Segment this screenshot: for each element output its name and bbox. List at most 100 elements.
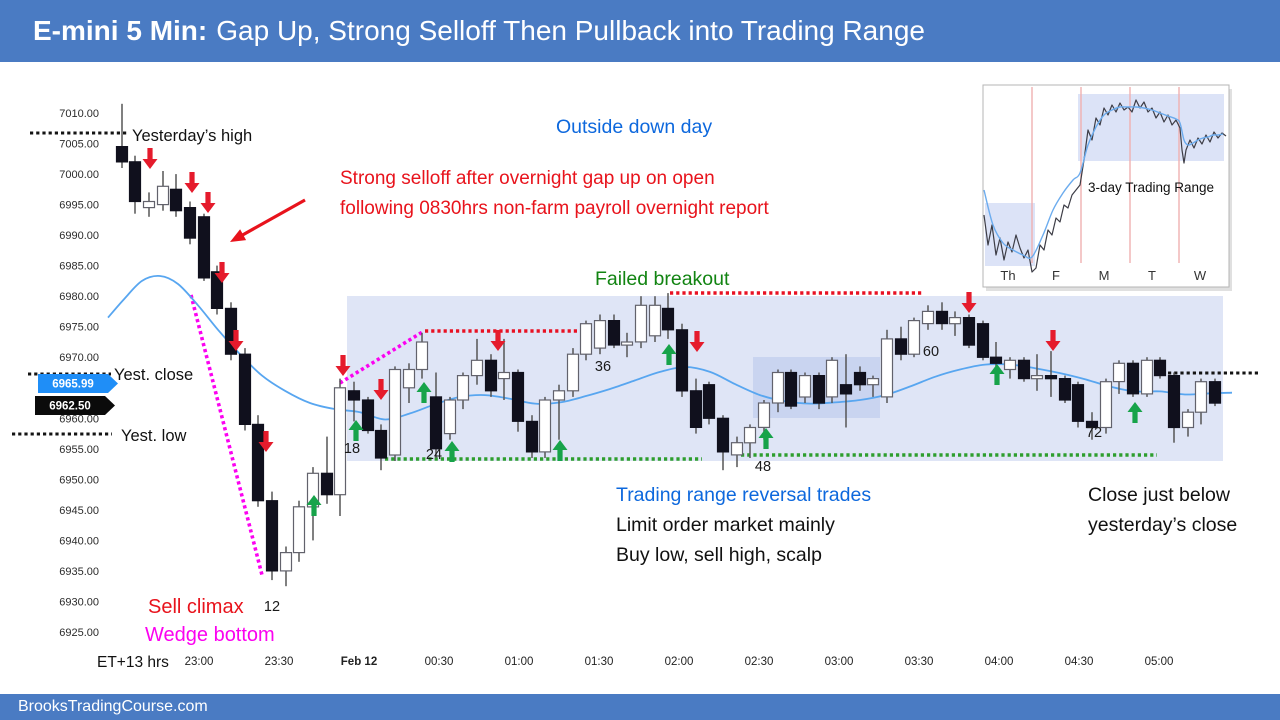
bear-candle xyxy=(1208,381,1222,404)
bull-candle xyxy=(142,200,156,209)
annotation-yest-low: Yest. low xyxy=(121,427,187,445)
red-down-arrow-icon xyxy=(214,262,230,283)
bear-candle xyxy=(1017,359,1031,380)
bar-number-label: 24 xyxy=(426,447,442,463)
price-axis-label: 6970.00 xyxy=(59,352,99,364)
bar-number-label: 18 xyxy=(344,441,360,457)
annotation-selloff-note-1: Strong selloff after overnight gap up on… xyxy=(340,168,715,189)
bear-candle xyxy=(169,188,183,212)
bear-candle xyxy=(675,329,689,392)
bear-candle xyxy=(128,161,142,203)
inset-label: 3-day Trading Range xyxy=(1088,180,1214,195)
yesterday-close-badge-text: 6965.99 xyxy=(52,379,94,391)
red-down-arrow-icon xyxy=(228,330,244,351)
inset-range-shade xyxy=(1078,94,1224,161)
bear-candle xyxy=(183,207,197,239)
time-axis-label: 04:00 xyxy=(985,656,1014,668)
bear-candle xyxy=(429,396,443,450)
annotation-outside-down-day: Outside down day xyxy=(556,116,712,138)
bear-candle xyxy=(320,472,334,496)
green-up-arrow-icon xyxy=(552,440,568,461)
bull-candle xyxy=(1112,362,1126,383)
bear-candle xyxy=(702,384,716,419)
green-up-arrow-icon xyxy=(306,495,322,516)
bar-number-label: 36 xyxy=(595,359,611,375)
red-down-arrow-icon xyxy=(142,148,158,169)
time-axis-label: 02:30 xyxy=(745,656,774,668)
bull-candle xyxy=(634,304,648,343)
annotation-arrowhead xyxy=(230,229,247,242)
inset-day-label: W xyxy=(1194,268,1207,283)
wedge-trendline xyxy=(189,294,264,576)
red-down-arrow-icon xyxy=(200,192,216,213)
breakout-trendline xyxy=(339,329,425,385)
bear-candle xyxy=(716,417,730,453)
last-price-badge-shape xyxy=(35,396,115,415)
bull-candle xyxy=(497,371,511,380)
bull-candle xyxy=(333,387,347,496)
price-axis-label: 6985.00 xyxy=(59,261,99,273)
bull-candle xyxy=(1030,375,1044,380)
bear-candle xyxy=(251,423,265,502)
bear-candle xyxy=(839,384,853,395)
bull-candle xyxy=(566,353,580,392)
green-up-arrow-icon xyxy=(661,344,677,365)
annotation-sell-climax: Sell climax xyxy=(148,596,244,618)
inset-ma-line xyxy=(983,106,1224,259)
bar-number-label: 12 xyxy=(264,599,280,615)
bear-candle xyxy=(1126,362,1140,395)
red-down-arrow-icon xyxy=(1045,330,1061,351)
price-axis-label: 6925.00 xyxy=(59,627,99,639)
time-axis-label: 02:00 xyxy=(665,656,694,668)
green-up-arrow-icon xyxy=(348,420,364,441)
time-axis-label: 05:00 xyxy=(1145,656,1174,668)
annotation-wedge-bottom: Wedge bottom xyxy=(145,624,275,646)
inset-daily-chart: 3-day Trading Range Th F M T W xyxy=(982,84,1232,291)
bull-candle xyxy=(1099,381,1113,429)
price-axis-label: 6950.00 xyxy=(59,474,99,486)
time-axis-label: 23:30 xyxy=(265,656,294,668)
bull-candle xyxy=(907,320,921,355)
bull-candle xyxy=(743,426,757,444)
bull-candle xyxy=(880,338,894,398)
footer-bar: BrooksTradingCourse.com xyxy=(0,694,1280,720)
bar-number-label: 48 xyxy=(755,459,771,475)
price-axis-label: 6930.00 xyxy=(59,597,99,609)
annotation-arrow-line xyxy=(237,198,306,239)
red-down-arrow-icon xyxy=(490,330,506,351)
bear-candle xyxy=(1044,375,1058,380)
bull-candle xyxy=(757,402,771,428)
bull-candle xyxy=(648,304,662,337)
bull-candle xyxy=(825,359,839,398)
price-axis-label: 6940.00 xyxy=(59,535,99,547)
bull-candle xyxy=(798,375,812,398)
time-axis-label: 03:30 xyxy=(905,656,934,668)
price-axis-label: 6935.00 xyxy=(59,566,99,578)
bear-candle xyxy=(989,356,1003,364)
red-down-arrow-icon xyxy=(689,331,705,352)
bear-candle xyxy=(607,320,621,346)
bear-candle xyxy=(1058,378,1072,401)
bear-candle xyxy=(1085,420,1099,429)
time-axis-label: 04:30 xyxy=(1065,656,1094,668)
time-axis-label: 03:00 xyxy=(825,656,854,668)
bull-candle xyxy=(538,399,552,453)
bear-candle xyxy=(812,375,826,404)
page-title: Gap Up, Strong Selloff Then Pullback int… xyxy=(216,15,925,46)
bear-candle xyxy=(484,359,498,392)
annotation-yesterdays-high: Yesterday’s high xyxy=(132,127,252,145)
bear-candle xyxy=(525,420,539,453)
bull-candle xyxy=(456,375,470,401)
inset-day-label: T xyxy=(1148,268,1156,283)
bear-candle xyxy=(962,317,976,346)
bull-candle xyxy=(292,506,306,554)
red-down-arrow-icon xyxy=(373,379,389,400)
price-axis-label: 6995.00 xyxy=(59,200,99,212)
bull-candle xyxy=(1181,411,1195,429)
price-axis-label: 6960.00 xyxy=(59,413,99,425)
bull-candle xyxy=(593,320,607,349)
bear-candle xyxy=(935,310,949,325)
green-up-arrow-icon xyxy=(989,364,1005,385)
website-text: BrooksTradingCourse.com xyxy=(18,698,208,715)
bull-candle xyxy=(156,185,170,206)
